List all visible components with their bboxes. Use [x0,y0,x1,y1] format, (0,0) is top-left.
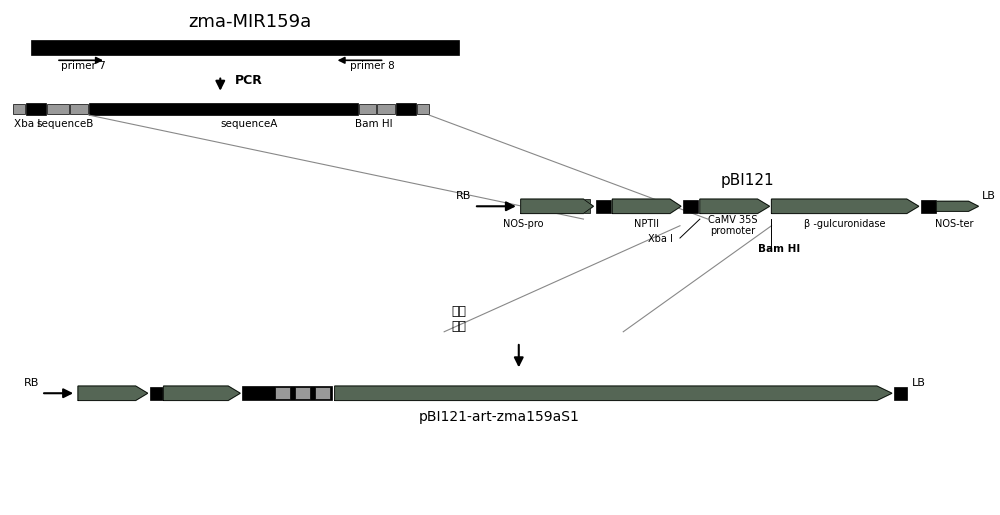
FancyBboxPatch shape [377,104,395,114]
FancyBboxPatch shape [315,387,330,399]
FancyBboxPatch shape [394,387,407,399]
Polygon shape [164,386,240,400]
Polygon shape [612,199,681,213]
FancyBboxPatch shape [295,387,310,399]
Text: primer 7: primer 7 [61,61,106,71]
Text: sequenceB: sequenceB [36,119,94,129]
Text: Xba I: Xba I [648,234,673,244]
Text: CaMV 35S
promoter: CaMV 35S promoter [708,215,757,236]
Polygon shape [78,386,148,400]
FancyBboxPatch shape [417,104,429,114]
Polygon shape [521,199,593,213]
Text: NOS-pro: NOS-pro [503,219,544,229]
FancyBboxPatch shape [359,104,376,114]
Text: β -gulcuronidase: β -gulcuronidase [804,219,886,229]
Text: NOS-ter: NOS-ter [935,219,974,229]
FancyBboxPatch shape [70,104,88,114]
FancyBboxPatch shape [26,102,46,115]
FancyBboxPatch shape [894,387,907,400]
Text: LB: LB [912,377,926,388]
Text: pBI121-art-zma159aS1: pBI121-art-zma159aS1 [418,410,579,424]
Polygon shape [771,199,919,213]
Text: zma-MIR159a: zma-MIR159a [189,13,312,31]
Text: Bam HI: Bam HI [355,119,392,129]
Text: RB: RB [456,191,471,201]
Text: primer 8: primer 8 [350,61,394,71]
Text: 连接
转化: 连接 转化 [452,305,467,333]
Text: RB: RB [24,377,39,388]
FancyBboxPatch shape [434,387,447,399]
FancyBboxPatch shape [150,387,163,400]
Text: sequenceA: sequenceA [220,119,278,129]
FancyBboxPatch shape [521,199,590,213]
FancyBboxPatch shape [275,387,290,399]
Text: pBI121: pBI121 [721,173,774,188]
FancyBboxPatch shape [47,104,69,114]
Text: PCR: PCR [235,74,263,88]
FancyBboxPatch shape [396,102,416,115]
FancyBboxPatch shape [355,387,368,399]
FancyBboxPatch shape [242,386,332,400]
Text: Xba I: Xba I [14,119,41,129]
FancyBboxPatch shape [683,200,698,213]
FancyBboxPatch shape [375,387,387,399]
FancyBboxPatch shape [921,200,936,213]
Polygon shape [937,201,978,211]
Text: Bam HI: Bam HI [758,245,800,254]
FancyBboxPatch shape [89,102,358,115]
FancyBboxPatch shape [13,104,25,114]
FancyBboxPatch shape [596,200,611,213]
Polygon shape [335,386,892,400]
FancyBboxPatch shape [414,387,427,399]
Text: LB: LB [981,191,995,201]
FancyBboxPatch shape [31,40,459,55]
Polygon shape [700,199,770,213]
Text: NPTII: NPTII [634,219,659,229]
